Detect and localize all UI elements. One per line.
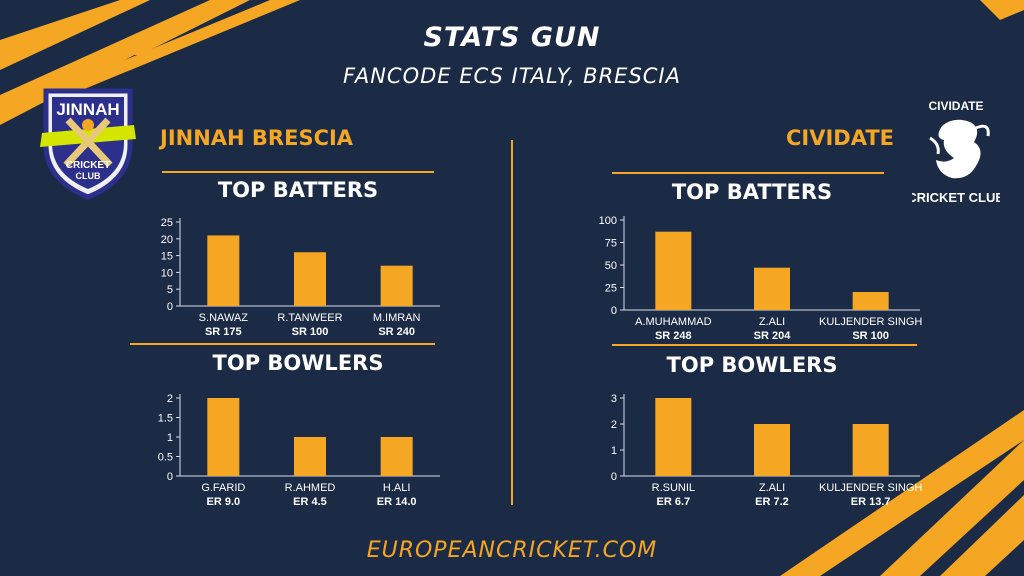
right-bowlers-title: TOP BOWLERS: [666, 353, 838, 377]
stat-label: ER 9.0: [207, 496, 241, 508]
page-title: STATS GUN: [423, 22, 601, 53]
category-label: KULJENDER SINGH: [819, 482, 922, 494]
y-tick-label: 1.5: [158, 413, 173, 425]
cividate-batters-chart: 0 25 50 75 100 A.MUHAMMAD SR 248 Z.ALI SR 204 KUL…: [599, 215, 923, 342]
bar: [655, 398, 692, 476]
bar: [655, 231, 692, 310]
y-tick-label: 0.5: [158, 452, 173, 464]
right-batters-title: TOP BATTERS: [671, 180, 833, 204]
stat-label: ER 7.2: [755, 496, 789, 508]
bar: [852, 292, 889, 310]
y-tick-label: 2: [167, 393, 173, 405]
bar: [294, 437, 326, 476]
bar: [380, 437, 413, 476]
y-tick-label: 0: [611, 305, 617, 317]
y-tick-label: 0: [167, 301, 173, 313]
y-tick-label: 25: [161, 217, 173, 229]
y-tick-label: 10: [161, 267, 173, 279]
bar: [754, 267, 790, 310]
stat-label: ER 13.7: [851, 496, 891, 508]
svg-text:CRICKET: CRICKET: [66, 160, 110, 171]
svg-text:CLUB: CLUB: [76, 171, 101, 181]
left-bowlers-title: TOP BOWLERS: [212, 351, 384, 375]
category-label: G.FARID: [201, 482, 245, 494]
y-tick-label: 20: [161, 234, 173, 246]
jinnah-logo: JINNAH CRICKET CLUB: [38, 85, 138, 200]
category-label: A.MUHAMMAD: [635, 316, 711, 328]
y-tick-label: 25: [605, 283, 617, 295]
stat-label: SR 240: [378, 326, 415, 338]
bar: [380, 265, 413, 306]
stat-label: SR 100: [852, 330, 889, 342]
y-tick-label: 5: [167, 284, 173, 296]
divider-right-middle: [612, 344, 917, 346]
y-tick-label: 1: [611, 445, 617, 457]
footer-url: EUROPEANCRICKET.COM: [366, 538, 658, 563]
y-tick-label: 1: [167, 432, 173, 444]
category-label: R.AHMED: [285, 482, 336, 494]
y-tick-label: 100: [599, 215, 617, 227]
category-label: KULJENDER SINGH: [819, 316, 922, 328]
bar: [207, 398, 240, 476]
team-name-jinnah: JINNAH BRESCIA: [160, 126, 354, 150]
y-tick-label: 15: [161, 251, 173, 263]
category-label: H.ALI: [383, 482, 411, 494]
cividate-bowlers-chart: 0 1 2 3 R.SUNIL ER 6.7 Z.ALI ER 7.2 KULJENDER SI…: [611, 393, 922, 508]
bar: [754, 424, 790, 476]
category-label: M.IMRAN: [373, 312, 421, 324]
stat-label: SR 204: [754, 330, 792, 342]
y-tick-label: 0: [611, 471, 617, 483]
jinnah-batters-chart: 0 5 10 15 20 25 S.NAWAZ SR 175 R.TANWEER SR 100 M.…: [161, 217, 440, 338]
divider-right-top: [612, 172, 884, 174]
stat-label: SR 175: [205, 326, 242, 338]
category-label: R.SUNIL: [652, 482, 695, 494]
divider-left-top: [162, 171, 434, 173]
bar: [294, 252, 326, 306]
category-label: R.TANWEER: [277, 312, 342, 324]
divider-left-middle: [130, 343, 435, 345]
svg-text:CIVIDATE: CIVIDATE: [928, 99, 983, 113]
page-subtitle: FANCODE ECS ITALY, BRESCIA: [343, 64, 681, 88]
y-tick-label: 50: [605, 260, 617, 272]
team-name-cividate: CIVIDATE: [786, 126, 895, 150]
stat-label: ER 6.7: [657, 496, 691, 508]
y-tick-label: 75: [605, 238, 617, 250]
y-tick-label: 0: [167, 471, 173, 483]
jinnah-bowlers-chart: 0 0.5 1 1.5 2 G.FARID ER 9.0 R.AHMED ER 4.5 H.ALI…: [158, 393, 440, 508]
category-label: S.NAWAZ: [199, 312, 249, 324]
y-tick-label: 2: [611, 419, 617, 431]
stat-label: SR 248: [655, 330, 692, 342]
stat-label: SR 100: [292, 326, 329, 338]
left-batters-title: TOP BATTERS: [217, 178, 379, 202]
category-label: Z.ALI: [759, 482, 785, 494]
cividate-logo: CIVIDATE CRICKET CLUB: [907, 98, 1005, 213]
stat-label: ER 4.5: [293, 496, 327, 508]
category-label: Z.ALI: [759, 316, 785, 328]
bar: [852, 424, 889, 476]
svg-text:JINNAH: JINNAH: [56, 100, 119, 119]
svg-text:CRICKET CLUB: CRICKET CLUB: [912, 190, 1000, 205]
bar: [207, 235, 240, 306]
stat-label: ER 14.0: [377, 496, 417, 508]
y-tick-label: 3: [611, 393, 617, 405]
